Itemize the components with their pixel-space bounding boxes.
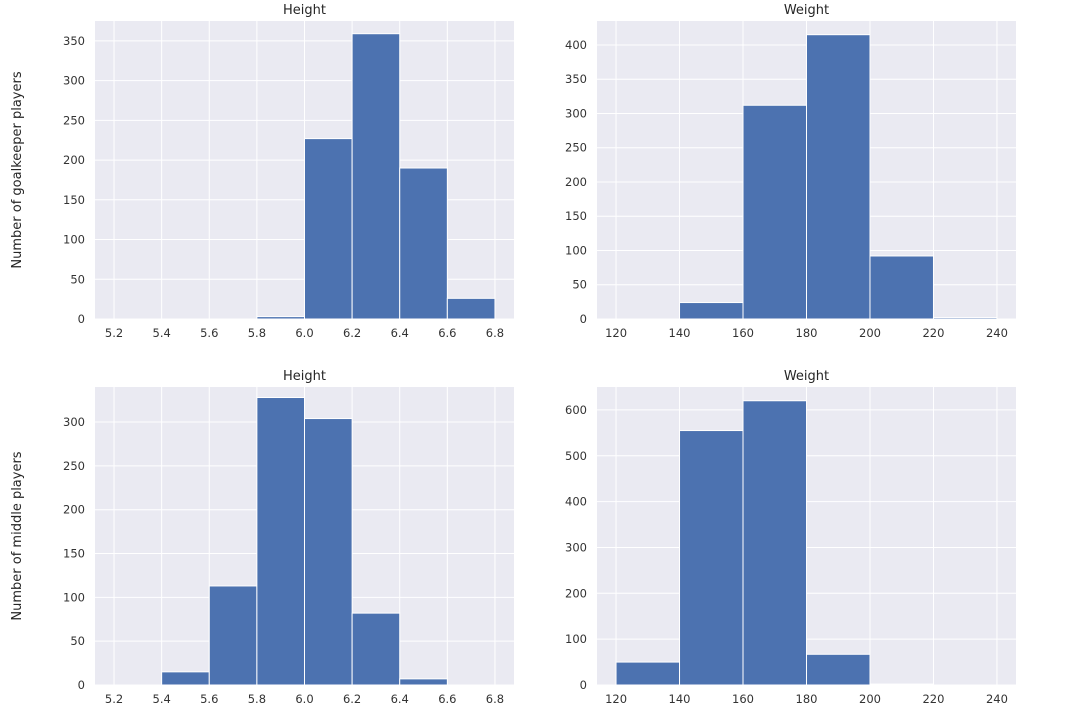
x-tick-label: 5.8 bbox=[248, 326, 266, 340]
y-tick-label: 300 bbox=[63, 74, 85, 88]
histogram-bar bbox=[304, 418, 353, 686]
histogram-bar bbox=[256, 397, 305, 686]
x-tick-label: 200 bbox=[859, 692, 881, 706]
x-tick-label: 120 bbox=[605, 326, 627, 340]
y-tick-label: 50 bbox=[70, 634, 85, 648]
subplot-1: 5.2 5.4 5.6 5.8 6.0 6.2 6.4 6.6 6.8 0 50 100 150 200 2… bbox=[10, 3, 514, 340]
histogram-bar bbox=[679, 430, 744, 686]
histogram-bar bbox=[161, 671, 210, 686]
x-tick-label: 5.8 bbox=[248, 692, 266, 706]
subplot-title: Height bbox=[283, 369, 326, 384]
x-tick-label: 5.2 bbox=[105, 326, 123, 340]
y-tick-label: 150 bbox=[63, 547, 85, 561]
histogram-bar bbox=[742, 400, 807, 686]
y-tick-label: 500 bbox=[565, 449, 587, 463]
y-tick-label: 150 bbox=[565, 209, 587, 223]
x-tick-label: 6.4 bbox=[391, 326, 409, 340]
x-tick-label: 6.8 bbox=[486, 326, 504, 340]
x-tick-label: 6.8 bbox=[486, 692, 504, 706]
subplot-3: 5.2 5.4 5.6 5.8 6.0 6.2 6.4 6.6 6.8 0 50 100 150 200 2… bbox=[10, 369, 514, 706]
x-tick-label: 5.6 bbox=[200, 692, 218, 706]
x-tick-label: 6.6 bbox=[438, 326, 456, 340]
histogram-bar bbox=[351, 33, 401, 320]
histogram-bar bbox=[869, 683, 934, 686]
y-tick-label: 50 bbox=[572, 278, 587, 292]
y-axis-label: Number of middle players bbox=[10, 451, 25, 620]
y-tick-label: 200 bbox=[565, 175, 587, 189]
y-tick-label: 150 bbox=[63, 193, 85, 207]
y-tick-label: 600 bbox=[565, 403, 587, 417]
x-tick-label: 240 bbox=[986, 326, 1008, 340]
histogram-bar bbox=[932, 317, 998, 320]
y-tick-label: 300 bbox=[565, 540, 587, 554]
x-tick-label: 6.0 bbox=[295, 326, 313, 340]
histogram-bar bbox=[208, 585, 258, 686]
x-tick-label: 5.2 bbox=[105, 692, 123, 706]
x-tick-label: 140 bbox=[669, 692, 691, 706]
x-tick-label: 5.6 bbox=[200, 326, 218, 340]
y-tick-label: 200 bbox=[63, 503, 85, 517]
y-tick-label: 400 bbox=[565, 495, 587, 509]
y-tick-label: 0 bbox=[78, 312, 85, 326]
y-tick-label: 100 bbox=[565, 243, 587, 257]
x-tick-label: 6.0 bbox=[295, 692, 313, 706]
y-tick-label: 100 bbox=[63, 233, 85, 247]
histogram-bar bbox=[399, 678, 448, 686]
y-tick-label: 250 bbox=[63, 113, 85, 127]
y-tick-label: 100 bbox=[63, 590, 85, 604]
histogram-bar bbox=[304, 138, 353, 320]
x-tick-label: 180 bbox=[796, 692, 818, 706]
x-tick-label: 6.6 bbox=[438, 692, 456, 706]
x-tick-label: 5.4 bbox=[153, 326, 171, 340]
y-axis-label: Number of goalkeeper players bbox=[10, 71, 25, 268]
subplot-title: Weight bbox=[784, 3, 829, 18]
histogram-bar bbox=[615, 661, 681, 686]
y-tick-label: 200 bbox=[63, 153, 85, 167]
histogram-bar bbox=[399, 167, 448, 320]
x-tick-label: 6.4 bbox=[391, 692, 409, 706]
histogram-bar bbox=[806, 653, 871, 686]
x-tick-label: 200 bbox=[859, 326, 881, 340]
x-tick-label: 220 bbox=[922, 692, 944, 706]
x-tick-label: 6.2 bbox=[343, 692, 361, 706]
histogram-bar bbox=[351, 612, 401, 686]
histogram-bar bbox=[679, 302, 744, 320]
y-tick-label: 50 bbox=[70, 272, 85, 286]
y-tick-label: 350 bbox=[63, 34, 85, 48]
y-tick-label: 350 bbox=[565, 72, 587, 86]
x-tick-label: 5.4 bbox=[153, 692, 171, 706]
subplot-title: Weight bbox=[784, 369, 829, 384]
x-tick-label: 140 bbox=[669, 326, 691, 340]
x-tick-label: 240 bbox=[986, 692, 1008, 706]
y-tick-label: 200 bbox=[565, 586, 587, 600]
y-tick-label: 0 bbox=[580, 312, 587, 326]
y-tick-label: 250 bbox=[565, 141, 587, 155]
histogram-bar bbox=[446, 297, 496, 320]
x-tick-label: 180 bbox=[796, 326, 818, 340]
y-tick-label: 0 bbox=[580, 678, 587, 692]
x-tick-label: 120 bbox=[605, 692, 627, 706]
histogram-bar bbox=[869, 255, 934, 320]
histogram-bar bbox=[256, 316, 305, 320]
y-tick-label: 100 bbox=[565, 632, 587, 646]
subplot-4: 120 140 160 180 200 220 240 0 100 200 300 400 500 600… bbox=[565, 369, 1016, 706]
histogram-bar bbox=[742, 104, 807, 320]
y-tick-label: 400 bbox=[565, 38, 587, 52]
y-tick-label: 0 bbox=[78, 678, 85, 692]
x-tick-label: 160 bbox=[732, 326, 754, 340]
x-tick-label: 6.2 bbox=[343, 326, 361, 340]
histogram-bar bbox=[806, 34, 871, 320]
y-tick-label: 300 bbox=[565, 106, 587, 120]
y-tick-label: 300 bbox=[63, 415, 85, 429]
x-tick-label: 160 bbox=[732, 692, 754, 706]
x-tick-label: 220 bbox=[922, 326, 944, 340]
subplot-2: 120 140 160 180 200 220 240 0 50 100 150 200 250 300 3… bbox=[565, 3, 1016, 340]
y-tick-label: 250 bbox=[63, 459, 85, 473]
subplot-title: Height bbox=[283, 3, 326, 18]
